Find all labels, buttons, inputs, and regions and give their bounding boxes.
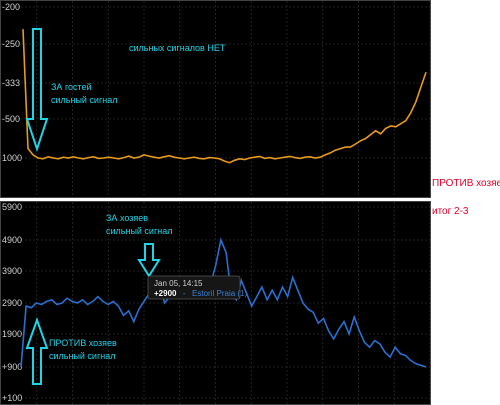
y-tick-label: -500: [2, 114, 20, 124]
bottom-chart-y-ticks: 5900 4900 3900 2900 1900 +900 +100: [2, 202, 22, 403]
no-strong-signals-label: сильных сигналов НЕТ: [129, 43, 226, 53]
bottom-chart-series-line: [20, 237, 427, 368]
y-tick-label: 5900: [2, 202, 22, 212]
y-tick-label: +100: [2, 393, 22, 403]
against-hosts-note: ПРОТИВ хозяев: [432, 178, 500, 189]
y-tick-label: -250: [2, 39, 20, 49]
y-tick-label: -200: [2, 2, 20, 12]
guests-signal-label-line2: сильный сигнал: [51, 95, 117, 105]
bottom-chart-grid: [1, 202, 430, 404]
tooltip-separator: -: [183, 289, 186, 298]
guests-signal-label-line1: ЗА гостей: [51, 82, 92, 92]
bottom-chart: 5900 4900 3900 2900 1900 +900 +100 ЗА хозяев с…: [1, 202, 430, 404]
total-score-note: итог 2-3: [432, 206, 469, 217]
y-tick-label: 2900: [2, 298, 22, 308]
tooltip-date: Jan 05, 14:15: [154, 279, 203, 288]
y-tick-label: -333: [2, 78, 20, 88]
up-arrow-icon: [25, 317, 49, 385]
svg-text:+2900 - Estori: +2900 - Estoril Praia (1): [154, 283, 248, 300]
tooltip-value: +2900: [154, 289, 177, 298]
bottom-chart-panel: 5900 4900 3900 2900 1900 +900 +100 ЗА хозяев с…: [0, 201, 431, 405]
top-chart-y-ticks: -200 -250 -333 -500 1000: [2, 2, 22, 163]
down-arrow-icon: [25, 28, 49, 153]
y-tick-label: 1900: [2, 329, 22, 339]
y-tick-label: 3900: [2, 266, 22, 276]
y-tick-label: 1000: [2, 153, 22, 163]
tooltip-team: Estoril Praia (1): [192, 289, 247, 298]
against-signal-label-line2: сильный сигнал: [49, 351, 115, 361]
down-arrow-icon: [137, 243, 161, 278]
data-point-tooltip: Jan 05, 14:15 +2900 - Estoril Praia (1): [147, 275, 248, 300]
y-tick-label: +900: [2, 362, 22, 372]
hosts-signal-label-line1: ЗА хозяев: [106, 213, 148, 223]
against-signal-label-line1: ПРОТИВ хозяев: [49, 338, 117, 348]
top-chart-grid: [1, 1, 430, 197]
top-chart-series-line: [22, 29, 427, 164]
hosts-signal-label-line2: сильный сигнал: [106, 226, 172, 236]
top-chart: -200 -250 -333 -500 1000 сильных сигналов НЕ…: [1, 1, 430, 197]
top-chart-panel: -200 -250 -333 -500 1000 сильных сигналов НЕ…: [0, 0, 431, 198]
y-tick-label: 4900: [2, 235, 22, 245]
